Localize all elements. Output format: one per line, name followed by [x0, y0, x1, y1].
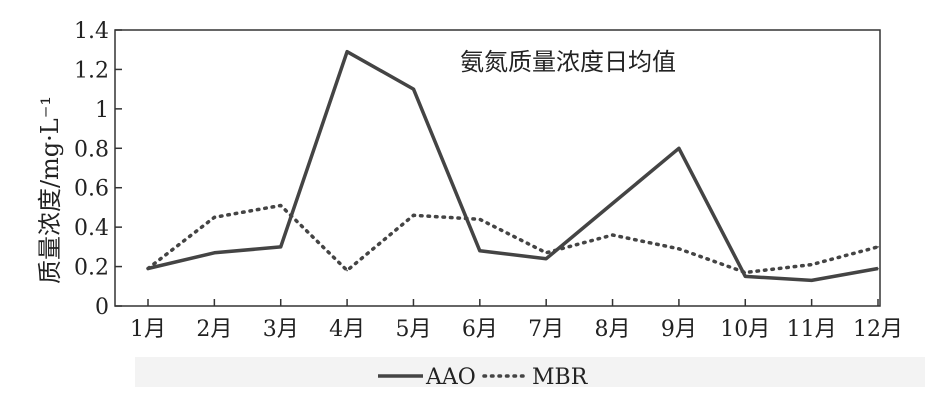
y-tick-label: 0.4	[74, 216, 109, 241]
x-tick-label: 1月	[130, 317, 166, 342]
data-point-mbr	[279, 204, 282, 207]
data-point-aao	[678, 147, 680, 150]
data-point-mbr	[678, 248, 680, 250]
data-point-aao	[744, 275, 747, 278]
legend-label-mbr: MBR	[532, 365, 589, 390]
data-point-mbr	[479, 218, 481, 221]
y-tick-label: 1.4	[74, 19, 109, 44]
x-tick-label: 8月	[595, 317, 631, 342]
axes: 0 0.2 0.4 0.6 0.8 1 1.2 1.4 1月 2月 3月 4月 5月 6月 7月 8月 9月 10…	[74, 19, 903, 342]
data-point-aao	[545, 257, 547, 260]
y-tick-label: 0.2	[74, 256, 109, 281]
x-tick-label: 6月	[462, 317, 498, 342]
series-line-mbr	[146, 203, 880, 275]
legend: AAO MBR	[378, 365, 589, 390]
x-tick-label: 11月	[787, 317, 837, 342]
legend-label-aao: AAO	[425, 365, 476, 390]
data-point-mbr	[346, 269, 348, 272]
y-tick-label: 0.8	[74, 137, 109, 162]
data-point-aao	[412, 88, 415, 90]
y-tick-label: 0	[95, 295, 109, 320]
x-tick-label: 3月	[263, 317, 299, 342]
y-tick-label: 1.2	[74, 58, 109, 83]
x-tick-label: 2月	[196, 317, 232, 342]
data-point-aao	[213, 251, 216, 254]
data-point-aao	[877, 267, 879, 270]
legend-band	[135, 357, 925, 387]
x-tick-label: 12月	[853, 317, 903, 342]
data-point-aao	[279, 246, 282, 248]
series-layer	[146, 49, 880, 283]
plot-frame	[114, 29, 881, 307]
data-point-mbr	[213, 216, 216, 219]
data-point-aao	[479, 250, 481, 252]
data-point-aao	[346, 50, 348, 53]
data-point-aao	[810, 279, 813, 282]
data-point-mbr	[810, 263, 813, 266]
data-point-mbr	[877, 246, 879, 248]
data-point-mbr	[744, 271, 747, 274]
x-tick-label: 7月	[528, 317, 564, 342]
y-axis-label: 质量浓度/mg·L⁻¹	[36, 96, 64, 284]
x-tick-label: 5月	[395, 317, 431, 342]
data-point-mbr	[545, 251, 547, 254]
series-line-aao	[147, 49, 879, 283]
x-tick-label: 9月	[661, 317, 697, 342]
y-tick-label: 1	[95, 98, 109, 123]
data-point-mbr	[147, 267, 149, 270]
x-tick-label: 10月	[720, 317, 770, 342]
data-point-aao	[611, 202, 614, 205]
data-point-mbr	[412, 214, 415, 217]
y-tick-label: 0.6	[74, 177, 109, 202]
data-point-mbr	[611, 234, 614, 236]
chart-title: 氨氮质量浓度日均值	[460, 48, 676, 76]
x-tick-label: 4月	[329, 317, 365, 342]
